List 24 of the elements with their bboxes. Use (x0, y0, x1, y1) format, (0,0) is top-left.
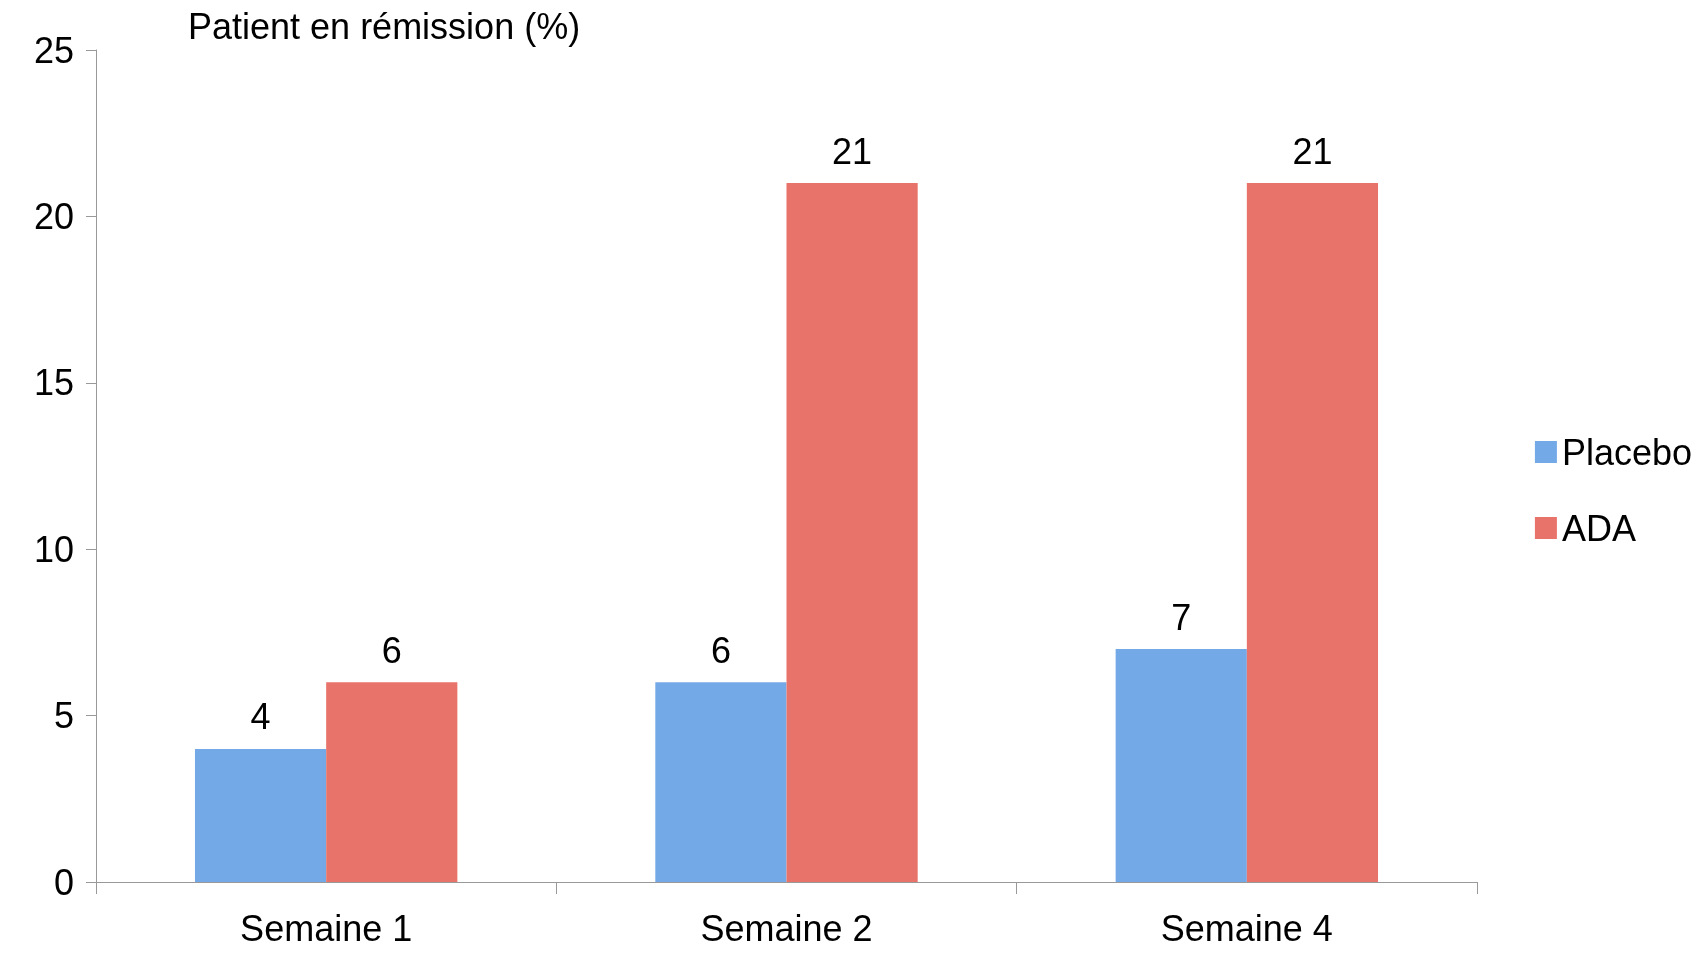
x-tick-label: Semaine 4 (1160, 907, 1333, 949)
bar (655, 682, 787, 882)
y-tick-label: 25 (33, 29, 74, 71)
data-label: 6 (710, 629, 731, 671)
bar (786, 183, 918, 882)
data-label: 4 (250, 696, 271, 738)
legend-label: ADA (1561, 507, 1636, 549)
y-axis-title: Patient en rémission (%) (188, 5, 581, 47)
y-tick-label: 20 (33, 195, 74, 237)
bar (1246, 183, 1379, 882)
data-label: 21 (832, 130, 873, 172)
y-tick-label: 5 (53, 695, 74, 737)
y-tick-label: 0 (53, 861, 74, 903)
y-tick-label: 15 (33, 362, 74, 404)
data-label: 7 (1171, 596, 1192, 638)
bar (1115, 649, 1247, 882)
bar (194, 748, 327, 882)
y-tick-label: 10 (33, 528, 74, 570)
legend-label: Placebo (1561, 431, 1693, 473)
data-label: 6 (381, 629, 402, 671)
bar (326, 682, 458, 882)
data-label: 21 (1292, 130, 1333, 172)
x-tick-label: Semaine 2 (700, 907, 873, 949)
x-tick-label: Semaine 1 (240, 907, 413, 949)
